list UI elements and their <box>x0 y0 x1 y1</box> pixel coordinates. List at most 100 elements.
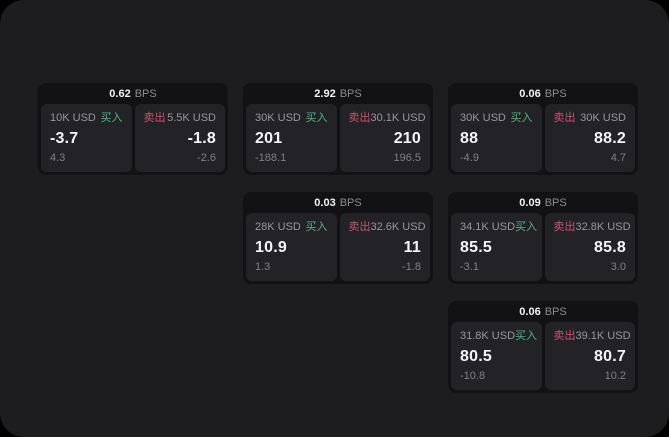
buy-sub-value: -188.1 <box>255 152 287 164</box>
sell-side-label: 卖出 <box>553 112 576 124</box>
sell-sub-value: -1.8 <box>402 261 421 273</box>
sell-pane[interactable]: 卖出 30K USD 88.2 4.7 <box>544 104 635 172</box>
quote-card-body: 30K USD 买入 88 -4.9 卖出 30K USD 88.2 4.7 <box>451 104 635 172</box>
sell-sub-value: 196.5 <box>393 152 421 164</box>
sell-sub-value: 4.7 <box>610 152 626 164</box>
buy-side-label: 买入 <box>305 112 328 124</box>
sell-pane[interactable]: 卖出 32.6K USD 11 -1.8 <box>339 213 430 281</box>
sell-top-row: 卖出 30K USD <box>554 112 627 125</box>
quote-card: 0.06 BPS 31.8K USD 买入 80.5 -10.8 卖出 39.1… <box>448 301 638 393</box>
bps-header: 0.06 BPS <box>451 86 635 104</box>
bps-unit-label: BPS <box>544 197 567 209</box>
buy-price: 10.9 <box>255 238 287 256</box>
buy-amount: 30K USD <box>255 112 301 124</box>
bps-value: 0.06 <box>519 306 541 318</box>
buy-top-row: 34.1K USD 买入 <box>460 221 537 234</box>
buy-top-row: 30K USD 买入 <box>255 112 328 125</box>
sell-pane[interactable]: 卖出 39.1K USD 80.7 10.2 <box>544 322 635 390</box>
sell-side-label: 卖出 <box>553 330 576 342</box>
sell-amount: 30.1K USD <box>370 112 426 124</box>
sell-amount: 39.1K USD <box>575 330 631 342</box>
buy-pane[interactable]: 28K USD 买入 10.9 1.3 <box>246 213 337 281</box>
bps-unit-label: BPS <box>544 88 567 100</box>
sell-top-row: 卖出 39.1K USD <box>553 330 631 343</box>
bps-value: 2.92 <box>314 88 336 100</box>
buy-price: 80.5 <box>460 347 492 365</box>
bps-unit-label: BPS <box>544 306 567 318</box>
sell-top-row: 卖出 32.8K USD <box>553 221 631 234</box>
bps-unit-label: BPS <box>339 88 362 100</box>
buy-pane[interactable]: 30K USD 买入 88 -4.9 <box>451 104 542 172</box>
sell-top-row: 卖出 32.6K USD <box>349 221 426 234</box>
sell-sub-value: -2.6 <box>197 152 216 164</box>
quote-cards-grid: 0.62 BPS 10K USD 买入 -3.7 4.3 卖出 5.5K USD… <box>38 83 638 393</box>
bps-header: 2.92 BPS <box>246 86 430 104</box>
sell-price: 210 <box>393 129 421 147</box>
buy-pane[interactable]: 31.8K USD 买入 80.5 -10.8 <box>451 322 542 390</box>
buy-amount: 34.1K USD <box>460 221 516 233</box>
sell-sub-value: 10.2 <box>604 370 626 382</box>
buy-amount: 30K USD <box>460 112 506 124</box>
sell-pane[interactable]: 卖出 32.8K USD 85.8 3.0 <box>544 213 635 281</box>
buy-top-row: 31.8K USD 买入 <box>460 330 537 343</box>
bps-value: 0.03 <box>314 197 336 209</box>
quote-card: 0.03 BPS 28K USD 买入 10.9 1.3 卖出 32.6K US… <box>243 192 433 284</box>
sell-price: -1.8 <box>187 129 216 147</box>
buy-pane[interactable]: 34.1K USD 买入 85.5 -3.1 <box>451 213 542 281</box>
buy-amount: 10K USD <box>50 112 96 124</box>
bps-value: 0.09 <box>519 197 541 209</box>
buy-side-label: 买入 <box>510 112 533 124</box>
bps-unit-label: BPS <box>339 197 362 209</box>
quote-card: 0.62 BPS 10K USD 买入 -3.7 4.3 卖出 5.5K USD… <box>38 83 228 175</box>
sell-pane[interactable]: 卖出 5.5K USD -1.8 -2.6 <box>134 104 225 172</box>
bps-header: 0.03 BPS <box>246 195 430 213</box>
bps-header: 0.62 BPS <box>41 86 225 104</box>
sell-amount: 5.5K USD <box>167 112 216 124</box>
bps-header: 0.06 BPS <box>451 304 635 322</box>
buy-price: -3.7 <box>50 129 79 147</box>
sell-side-label: 卖出 <box>348 112 371 124</box>
bps-unit-label: BPS <box>134 88 157 100</box>
quote-card: 2.92 BPS 30K USD 买入 201 -188.1 卖出 30.1K … <box>243 83 433 175</box>
sell-amount: 30K USD <box>580 112 626 124</box>
buy-pane[interactable]: 10K USD 买入 -3.7 4.3 <box>41 104 132 172</box>
sell-price: 85.8 <box>594 238 626 256</box>
buy-price: 88 <box>460 129 479 147</box>
buy-pane[interactable]: 30K USD 买入 201 -188.1 <box>246 104 337 172</box>
buy-sub-value: -3.1 <box>460 261 479 273</box>
quote-card-body: 28K USD 买入 10.9 1.3 卖出 32.6K USD 11 -1.8 <box>246 213 430 281</box>
sell-side-label: 卖出 <box>143 112 166 124</box>
buy-sub-value: 4.3 <box>50 152 66 164</box>
quote-card-body: 30K USD 买入 201 -188.1 卖出 30.1K USD 210 1… <box>246 104 430 172</box>
buy-top-row: 28K USD 买入 <box>255 221 328 234</box>
buy-top-row: 30K USD 买入 <box>460 112 533 125</box>
quote-card-body: 10K USD 买入 -3.7 4.3 卖出 5.5K USD -1.8 -2.… <box>41 104 225 172</box>
bps-header: 0.09 BPS <box>451 195 635 213</box>
buy-sub-value: -10.8 <box>460 370 486 382</box>
sell-side-label: 卖出 <box>553 221 576 233</box>
buy-side-label: 买入 <box>515 330 538 342</box>
bps-value: 0.06 <box>519 88 541 100</box>
sell-pane[interactable]: 卖出 30.1K USD 210 196.5 <box>339 104 430 172</box>
buy-price: 201 <box>255 129 283 147</box>
bps-value: 0.62 <box>109 88 131 100</box>
sell-price: 80.7 <box>594 347 626 365</box>
sell-price: 88.2 <box>594 129 626 147</box>
sell-sub-value: 3.0 <box>610 261 626 273</box>
buy-amount: 28K USD <box>255 221 301 233</box>
buy-top-row: 10K USD 买入 <box>50 112 123 125</box>
quote-card: 0.09 BPS 34.1K USD 买入 85.5 -3.1 卖出 32.8K… <box>448 192 638 284</box>
sell-amount: 32.8K USD <box>575 221 631 233</box>
sell-top-row: 卖出 30.1K USD <box>348 112 426 125</box>
sell-price: 11 <box>403 238 421 256</box>
buy-price: 85.5 <box>460 238 492 256</box>
quote-card-body: 34.1K USD 买入 85.5 -3.1 卖出 32.8K USD 85.8… <box>451 213 635 281</box>
quote-card: 0.06 BPS 30K USD 买入 88 -4.9 卖出 30K USD 8… <box>448 83 638 175</box>
buy-sub-value: 1.3 <box>255 261 271 273</box>
buy-side-label: 买入 <box>305 221 328 233</box>
buy-side-label: 买入 <box>515 221 538 233</box>
quote-card-body: 31.8K USD 买入 80.5 -10.8 卖出 39.1K USD 80.… <box>451 322 635 390</box>
buy-sub-value: -4.9 <box>460 152 479 164</box>
sell-amount: 32.6K USD <box>370 221 426 233</box>
